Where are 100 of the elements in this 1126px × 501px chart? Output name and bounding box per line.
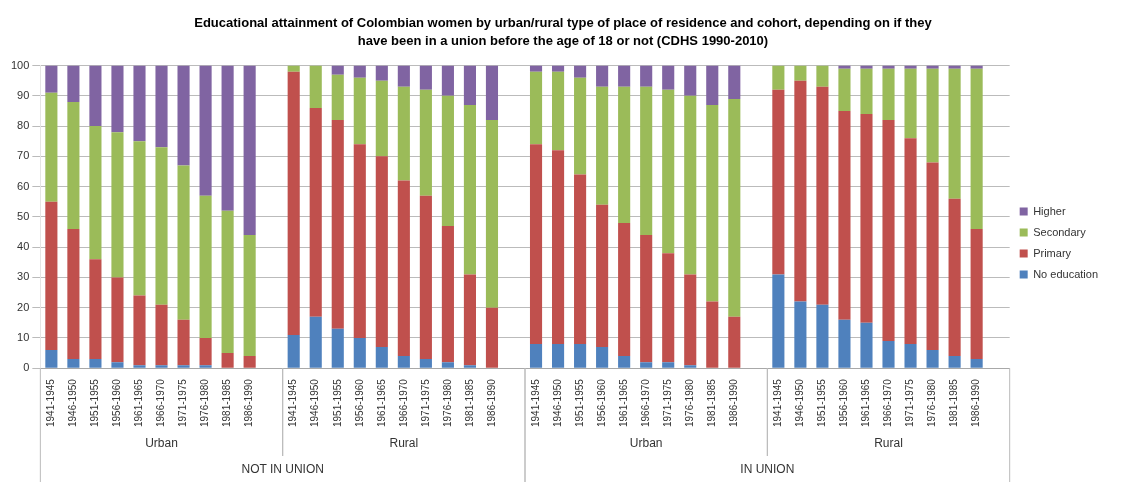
x-tick-label: 1961-1965 [375,378,387,428]
bar [463,365,476,368]
bar [948,198,961,357]
bar [67,101,80,229]
bar [155,304,168,366]
bar [816,86,829,305]
text: Urban [145,436,178,451]
bar [662,253,675,363]
bar [529,144,543,344]
bar [221,353,234,368]
x-tick-label: 1951-1955 [816,378,828,428]
x-tick-label: 1946-1950 [551,378,563,428]
x-tick-label: 1971-1975 [419,378,431,428]
chart-title: Educational attainment of Colombian women by urban/rural type of place of residence and cohort, depending on if they have been in a union before the age of 18 or not (CDHS 1990-2010) [193,14,933,50]
x-tick-label: 1981-1985 [221,378,233,428]
bar [485,120,499,308]
bar [970,359,983,368]
bar [331,74,344,121]
x-tick-label: 1941-1945 [45,378,57,428]
bar [441,95,454,226]
bar [111,277,124,363]
x-tick-label: 1976-1980 [199,378,211,428]
bar [45,201,58,351]
bar [794,301,807,368]
bar [177,365,190,368]
bar [111,132,124,278]
bar [596,347,609,368]
x-tick-label: 1966-1970 [155,378,167,428]
bar [926,68,939,163]
bar [706,65,719,105]
x-tick-label: 1981-1985 [706,378,718,428]
bar [199,195,212,338]
bar [684,65,697,96]
x-tick-label: 1946-1950 [67,378,79,428]
x-tick-label: 1981-1985 [948,378,960,428]
y-tick-label: 90 [17,88,30,101]
bar [816,65,829,87]
bar [838,68,851,111]
bar [397,65,410,87]
x-tick-label: 1961-1965 [133,378,145,428]
bar [441,362,454,368]
x-tick-label: 1971-1975 [904,378,916,428]
bar [728,65,741,99]
x-tick-label: 1976-1980 [926,378,938,428]
bar [485,65,499,121]
y-tick-label: 0 [23,361,30,374]
x-tick-label: 1986-1990 [485,378,497,428]
bar [397,356,410,368]
x-tick-label: 1986-1990 [243,378,255,428]
bar [574,343,587,368]
bar [662,89,675,254]
bar [133,141,146,296]
x-tick-label: 1986-1990 [970,378,982,428]
x-tick-label: 1961-1965 [617,378,629,428]
bar [419,359,432,368]
bar [904,343,917,368]
bar [618,86,631,223]
bar [419,65,432,90]
bar [574,77,587,175]
bar [684,365,697,368]
bar [155,365,168,368]
bar [948,65,961,69]
x-tick-label: 1956-1960 [111,378,123,428]
bar [243,356,256,368]
x-tick-label: 1961-1965 [860,378,872,428]
bar [67,359,80,368]
text: Urban [629,436,663,451]
text: Rural [874,436,903,451]
text: Rural [389,436,419,451]
bar [662,362,675,368]
bar [45,65,58,93]
bar [287,71,300,335]
bar [904,138,917,344]
bar [353,337,366,368]
bar [596,204,609,347]
x-tick-label: 1976-1980 [441,378,453,428]
x-tick-label: 1946-1950 [309,378,321,428]
bar [133,365,146,368]
bar [970,228,983,360]
bar [860,65,873,69]
text: NOT IN UNION [241,462,324,477]
x-tick-label: 1971-1975 [661,378,673,428]
bar [552,343,565,368]
bar [904,68,917,139]
bar [67,228,80,360]
bar [353,65,366,78]
bar [309,316,322,368]
bar [838,65,851,69]
bar [199,337,212,366]
bar [177,319,190,366]
x-tick-label: 1956-1960 [595,378,607,428]
x-tick-label: 1941-1945 [529,378,541,428]
x-tick-label: 1966-1970 [639,378,651,428]
bar [331,65,344,75]
bar [772,65,785,90]
x-tick-label: 1976-1980 [683,378,695,428]
bar [111,65,124,133]
bar [199,65,212,196]
bar [552,71,565,151]
bar [463,104,476,275]
